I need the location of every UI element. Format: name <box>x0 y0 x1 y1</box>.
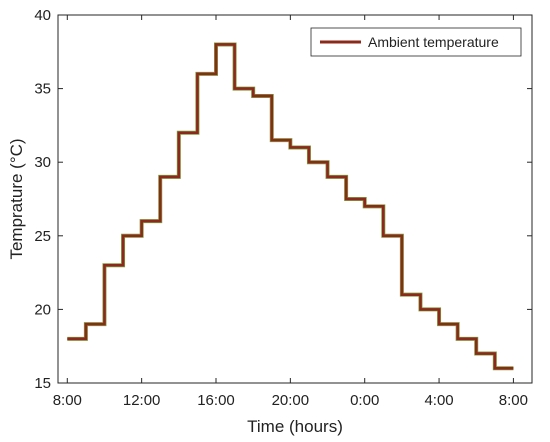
y-axis-label: Temprature (°C) <box>7 138 26 259</box>
x-tick-label: 8:00 <box>499 392 528 409</box>
ticks-layer: 15 20 25 30 35 40 8:00 12:00 16:00 20:00 0:00 4:00 8… <box>34 7 532 409</box>
series-ambient-temperature <box>67 42 514 371</box>
x-tick-label: 20:00 <box>272 392 310 409</box>
x-tick-label: 12:00 <box>123 392 161 409</box>
x-axis-label: Time (hours) <box>247 417 343 436</box>
series-line <box>67 43 514 370</box>
legend: Ambient temperature <box>310 27 522 57</box>
x-tick-label: 0:00 <box>350 392 379 409</box>
y-tick-label: 20 <box>34 301 51 318</box>
x-tick-label: 4:00 <box>424 392 453 409</box>
y-tick-label: 25 <box>34 228 51 245</box>
plot-frame <box>57 14 533 384</box>
legend-label: Ambient temperature <box>368 34 499 50</box>
x-tick-label: 16:00 <box>197 392 235 409</box>
y-tick-label: 35 <box>34 81 51 98</box>
x-tick-label: 8:00 <box>53 392 82 409</box>
y-tick-label: 40 <box>34 7 51 24</box>
y-tick-label: 30 <box>34 154 51 171</box>
series-layer <box>67 42 514 371</box>
y-tick-label: 15 <box>34 375 51 392</box>
plot-area <box>58 15 532 383</box>
